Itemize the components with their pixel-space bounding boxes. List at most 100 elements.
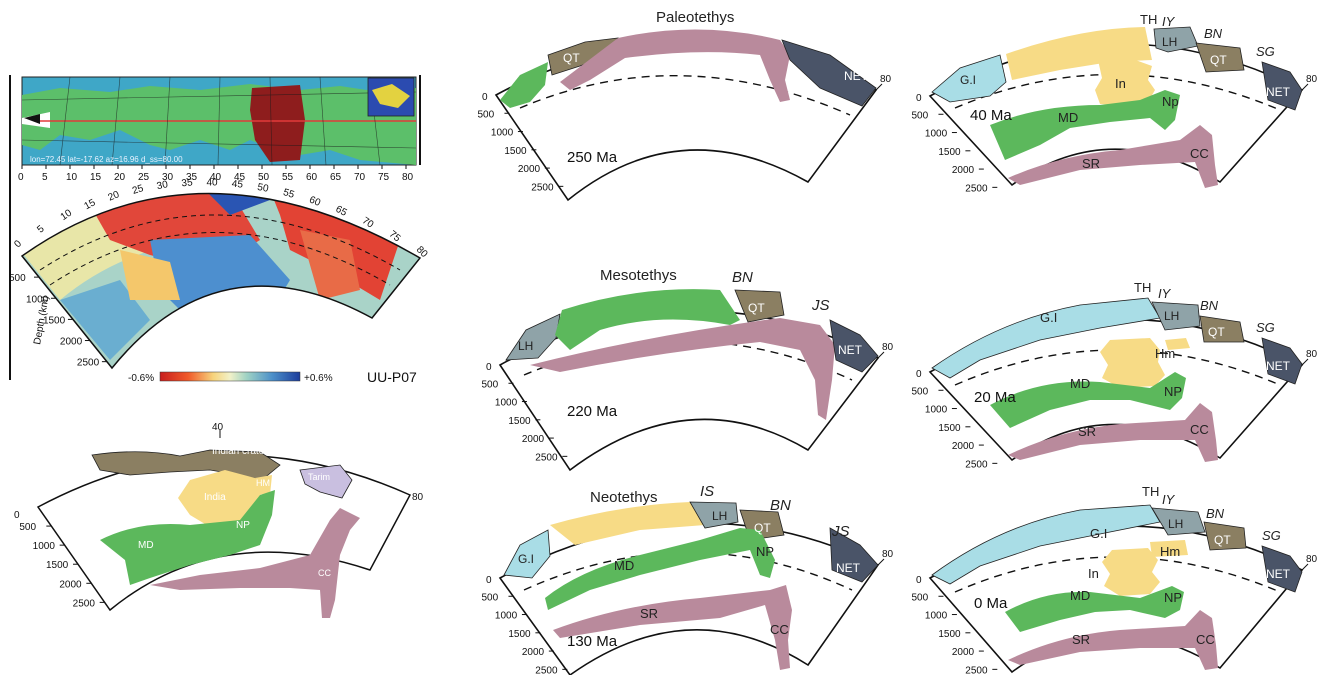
interp-depth-number: 2500 — [73, 598, 96, 609]
scale-min-label: -0.6% — [128, 373, 154, 384]
tomo-arc-number: 35 — [181, 177, 194, 189]
panel-axis-start: 0 — [486, 362, 492, 373]
tomography-map: lon=72.45 lat=-17.62 az=16.96 d_ss=80.00… — [9, 75, 421, 380]
panel-0-dashed — [954, 556, 1281, 593]
panel-depth-number: 1000 — [495, 611, 518, 622]
panel-20-iy-label: IY — [1158, 286, 1172, 301]
panel-depth-number: 1000 — [925, 405, 948, 416]
panel-130-gi-shape — [503, 529, 551, 579]
map-axis-number: 60 — [306, 172, 318, 183]
panel-130-sr-label: SR — [640, 606, 658, 621]
panel-depth-number: 500 — [911, 592, 928, 603]
panel-130ma: Neotethys G.I LH QT NET MD NP SR CC IS B… — [481, 483, 894, 675]
panel-40-in-label: In — [1115, 76, 1126, 91]
panel-0-age: 0 Ma — [974, 595, 1008, 612]
panel-220-qt-shape — [734, 289, 785, 323]
panel-130-pink — [553, 585, 792, 670]
tomo-arc-number: 40 — [207, 178, 219, 189]
panel-220-net-shape — [829, 319, 879, 373]
panel-depth-number: 1500 — [508, 629, 531, 640]
panel-0-sr-label: SR — [1072, 632, 1090, 647]
tomo-depth-number: 500 — [9, 273, 26, 284]
panel-40-in-shape — [1095, 58, 1155, 106]
np-label: NP — [236, 520, 250, 531]
panel-20-th-label: TH — [1134, 280, 1151, 295]
panel-depth-number: 2500 — [965, 183, 988, 194]
interp-depth-number: 1000 — [33, 541, 56, 552]
panel-20-axis: 0 80 500 1000 1500 2000 2500 — [911, 349, 1317, 470]
panel-depth-number: 2500 — [535, 452, 558, 463]
map-caption: lon=72.45 lat=-17.62 az=16.96 d_ss=80.00 — [30, 155, 183, 164]
panel-depth-number: 1000 — [495, 398, 518, 409]
panel-40-sg-label: SG — [1256, 44, 1275, 59]
india-label: India — [204, 492, 226, 503]
map-axis-number: 65 — [330, 172, 342, 183]
panel-250-qt-label: QT — [563, 51, 580, 65]
panel-20-net-label: NET — [1266, 359, 1291, 373]
tomo-arc-number: 50 — [256, 182, 269, 195]
india-shape — [178, 470, 262, 530]
interp-depth-number: 1500 — [46, 560, 69, 571]
map-anomaly — [250, 85, 305, 162]
panel-40-bn-label: BN — [1204, 26, 1223, 41]
panel-depth-number: 2000 — [952, 647, 975, 658]
panel-0-hm-label: Hm — [1160, 544, 1180, 559]
panel-0-cc-label: CC — [1196, 632, 1215, 647]
tomo-arc-number: 45 — [231, 179, 244, 191]
panel-depth-number: 2500 — [535, 665, 558, 675]
map-axis-numbers: 0 5 10 15 20 25 30 35 40 45 50 55 60 65 70 75 80 — [18, 165, 414, 183]
tomo-dashed-410 — [39, 214, 401, 271]
panel-axis-end-tick — [877, 351, 885, 359]
panel-220-lh-label: LH — [518, 339, 533, 353]
panel-250-net-label: NET — [844, 69, 869, 83]
panel-130-bn-label: BN — [770, 497, 791, 514]
map-axis-number: 75 — [378, 172, 390, 183]
tomo-arc-number: 15 — [82, 197, 97, 212]
panel-40-gi-label: G.I — [960, 73, 976, 87]
panel-20ma: G.I LH QT NET Hm NP MD SR CC TH IY BN SG… — [911, 280, 1317, 470]
tomo-depth-number: 1000 — [26, 294, 49, 305]
panel-40-gi-shape — [931, 54, 1007, 103]
map-inset-land — [372, 84, 410, 108]
map-axis-number: 25 — [138, 172, 150, 183]
panel-40-np-label: Np — [1162, 94, 1179, 109]
tomo-arc-number: 5 — [35, 223, 47, 235]
tomo-arc-number: 30 — [156, 179, 169, 192]
map-axis-number: 35 — [186, 172, 198, 183]
tomo-arc-number: 10 — [59, 207, 75, 223]
panel-20-qt-label: QT — [1208, 325, 1225, 339]
panel-40-iy-label: IY — [1162, 14, 1176, 29]
panel-20-hm-label: Hm — [1155, 346, 1175, 361]
panel-220-qt-label: QT — [748, 301, 765, 315]
interp-md-np-shape — [100, 490, 275, 585]
panel-depth-number: 500 — [911, 386, 928, 397]
hm-shape — [255, 475, 272, 495]
map-axis-number: 55 — [282, 172, 294, 183]
tomo-arc-number: 60 — [307, 194, 322, 209]
panel-depth-number: 2500 — [531, 182, 554, 193]
panel-0-net-label: NET — [1266, 567, 1291, 581]
panel-130-age: 130 Ma — [567, 633, 618, 650]
panel-130-gi-label: G.I — [518, 552, 534, 566]
panel-130-net-label: NET — [836, 561, 861, 575]
panel-depth-number: 1500 — [504, 146, 527, 157]
panel-220-green — [555, 289, 740, 350]
panel-220-age: 220 Ma — [567, 403, 618, 420]
panel-40-net-label: NET — [1266, 85, 1291, 99]
interpretation-panel: 40 80 0 500 1000 1500 2000 2500 Indian crato… — [14, 422, 424, 618]
panel-0-th-label: TH — [1142, 484, 1159, 499]
panel-130-cc-label: CC — [770, 622, 789, 637]
panel-220-bn-label: BN — [732, 269, 753, 286]
panel-depth-number: 2000 — [952, 441, 975, 452]
indian-craton-label: Indian craton — [212, 446, 270, 457]
panel-130-md-label: MD — [614, 558, 634, 573]
arc-end-label: 80 — [412, 492, 424, 503]
panel-0-in-label: In — [1088, 566, 1099, 581]
md-label: MD — [138, 540, 154, 551]
panel-20-lh-shape — [1151, 301, 1201, 331]
panel-depth-number: 2500 — [965, 459, 988, 470]
tomo-depth-number: 2500 — [77, 358, 100, 369]
panel-250-axis: 0 80 500 1000 1500 2000 2500 — [477, 74, 891, 193]
panel-130-qt-label: QT — [754, 521, 771, 535]
